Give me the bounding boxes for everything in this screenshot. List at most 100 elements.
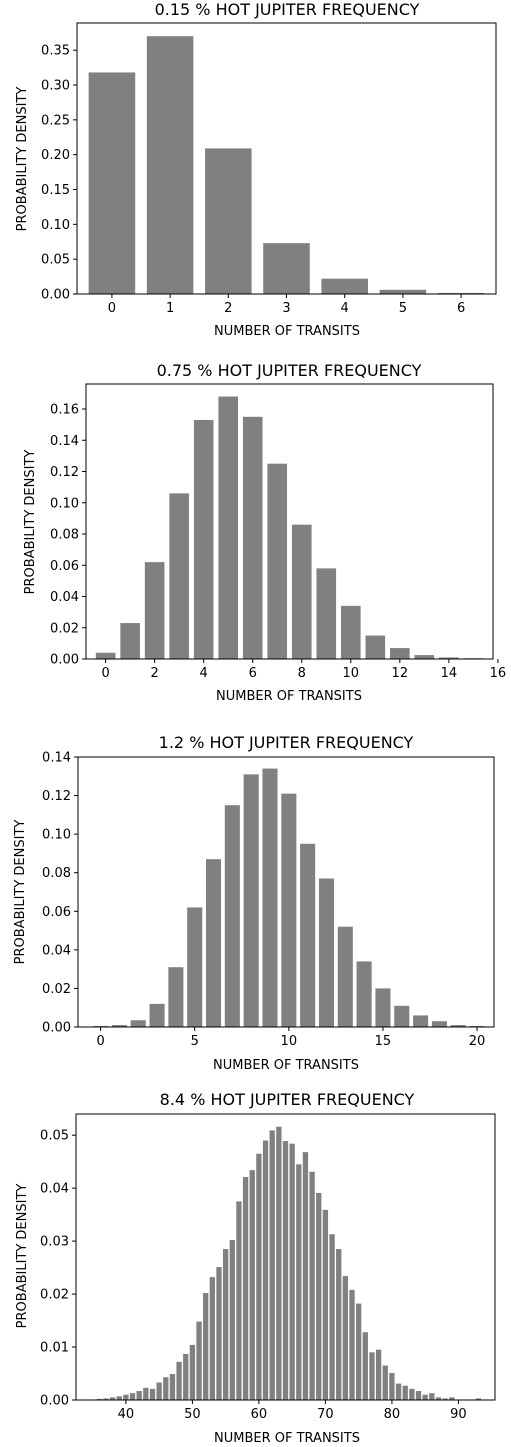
bar-12 <box>390 648 410 659</box>
x-tick-label: 50 <box>184 1407 201 1422</box>
bar-11 <box>365 635 386 659</box>
x-tick-label: 80 <box>384 1407 401 1422</box>
x-tick-label: 14 <box>441 666 458 681</box>
bar-2 <box>144 562 165 660</box>
bar-5 <box>379 289 427 294</box>
bar-45 <box>156 1382 162 1400</box>
y-tick-label: 0.04 <box>40 1182 69 1197</box>
bar-36 <box>96 1398 102 1400</box>
bar-77 <box>369 1352 375 1400</box>
bar-8 <box>291 524 312 660</box>
bar-49 <box>183 1353 189 1400</box>
bar-18 <box>431 1021 447 1027</box>
y-axis-label: PROBABILITY DENSITY <box>23 450 38 595</box>
bar-5 <box>187 907 203 1027</box>
bar-3 <box>169 493 189 660</box>
y-ticks: 0.00 0.05 0.10 0.15 0.20 0.25 0.30 0.35 <box>41 44 77 303</box>
bar-9 <box>262 768 278 1027</box>
bar-76 <box>362 1332 368 1400</box>
y-tick-label: 0.05 <box>40 1129 69 1144</box>
bar-65 <box>289 1143 295 1400</box>
y-tick-label: 0.35 <box>41 44 70 59</box>
x-tick-label: 60 <box>251 1407 268 1422</box>
plot-frame <box>85 383 494 660</box>
x-tick-label: 0 <box>96 1034 104 1049</box>
bar-13 <box>337 926 353 1027</box>
bar-66 <box>296 1164 302 1400</box>
x-tick-label: 8 <box>298 666 306 681</box>
bar-80 <box>389 1372 395 1400</box>
y-tick-label: 0.30 <box>41 79 70 94</box>
y-ticks: 0.00 0.02 0.04 0.06 0.08 0.10 0.12 0.14 0.16 <box>50 403 86 668</box>
x-tick-label: 10 <box>343 666 360 681</box>
chart-title: 1.2 % HOT JUPITER FREQUENCY <box>159 733 414 752</box>
x-ticks: 0 5 10 15 20 <box>96 1027 485 1049</box>
x-tick-label: 5 <box>399 301 407 316</box>
chart-panel-0-15-percent: 0.15 % HOT JUPITER FREQUENCY NUMBER OF T… <box>15 0 497 339</box>
x-axis-label: NUMBER OF TRANSITS <box>213 1058 359 1073</box>
bar-40 <box>123 1394 129 1400</box>
bar-44 <box>149 1388 156 1400</box>
bar-7 <box>267 463 288 659</box>
bar-16 <box>394 1005 410 1027</box>
bar-37 <box>103 1398 109 1400</box>
x-ticks: 40 50 60 70 80 90 <box>118 1400 467 1422</box>
bar-39 <box>116 1396 122 1400</box>
bar-82 <box>402 1385 408 1400</box>
y-tick-label: 0.12 <box>42 789 71 804</box>
bar-5 <box>218 396 239 659</box>
bar-50 <box>189 1344 196 1400</box>
bar-64 <box>282 1141 289 1400</box>
x-tick-label: 0 <box>101 666 109 681</box>
bar-0 <box>88 72 136 295</box>
bar-15 <box>375 988 391 1027</box>
y-ticks: 0.00 0.01 0.02 0.03 0.04 0.05 <box>40 1129 76 1409</box>
plot-frame <box>75 1113 496 1401</box>
y-tick-label: 0.08 <box>42 866 71 881</box>
x-tick-label: 1 <box>166 301 174 316</box>
bar-67 <box>302 1152 309 1400</box>
x-tick-label: 0 <box>108 301 116 316</box>
chart-panel-1-2-percent: 1.2 % HOT JUPITER FREQUENCY NUMBER OF TR… <box>13 733 495 1073</box>
y-tick-label: 0.02 <box>40 1288 69 1303</box>
bar-41 <box>129 1393 136 1400</box>
y-tick-label: 0.00 <box>40 1394 69 1409</box>
bar-10 <box>340 605 361 660</box>
y-tick-label: 0.02 <box>42 982 71 997</box>
bar-42 <box>136 1391 142 1400</box>
x-tick-label: 2 <box>224 301 232 316</box>
bar-70 <box>322 1209 329 1400</box>
bar-75 <box>356 1303 362 1400</box>
bar-62 <box>269 1130 275 1400</box>
y-tick-label: 0.20 <box>41 148 70 163</box>
y-ticks: 0.00 0.02 0.04 0.06 0.08 0.10 0.12 0.14 <box>42 751 78 1036</box>
bar-93 <box>475 1398 482 1400</box>
y-axis-label: PROBABILITY DENSITY <box>15 87 30 232</box>
bar-9 <box>316 568 337 660</box>
bar-7 <box>224 805 240 1027</box>
bar-74 <box>349 1289 355 1400</box>
bar-54 <box>216 1267 222 1400</box>
y-tick-label: 0.00 <box>42 1021 71 1036</box>
y-tick-label: 0.10 <box>50 496 79 511</box>
x-tick-label: 16 <box>490 666 507 681</box>
bar-10 <box>281 793 297 1027</box>
x-ticks: 0 2 4 6 8 10 12 14 16 <box>101 659 506 681</box>
bar-89 <box>449 1397 455 1400</box>
plot-frame <box>77 756 495 1028</box>
y-tick-label: 0.10 <box>42 828 71 843</box>
bar-1 <box>146 36 194 295</box>
bar-57 <box>236 1201 242 1400</box>
bar-8 <box>243 774 259 1027</box>
chart-title: 0.75 % HOT JUPITER FREQUENCY <box>157 361 422 380</box>
x-axis-label: NUMBER OF TRANSITS <box>216 689 362 704</box>
y-tick-label: 0.25 <box>41 113 70 128</box>
bar-12 <box>318 878 334 1027</box>
bar-17 <box>413 1015 429 1027</box>
y-tick-label: 0.05 <box>41 253 70 268</box>
bar-58 <box>242 1177 249 1400</box>
bar-14 <box>439 657 459 659</box>
y-tick-label: 0.15 <box>41 183 70 198</box>
bar-55 <box>222 1249 229 1400</box>
